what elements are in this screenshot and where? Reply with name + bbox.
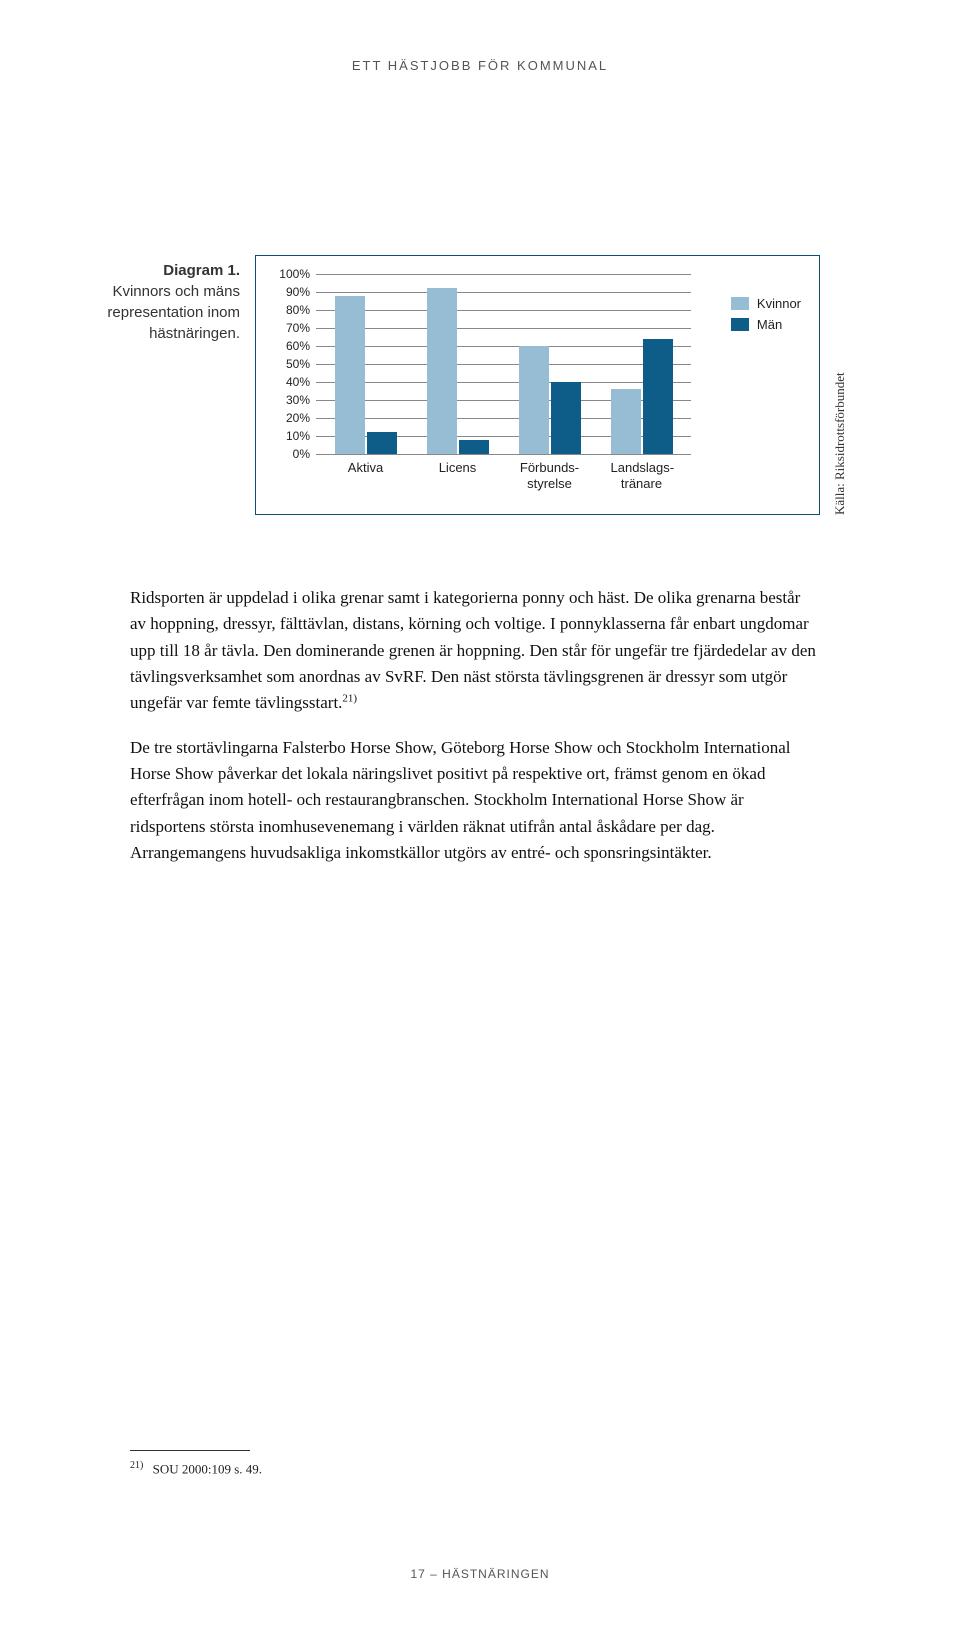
legend-label: Kvinnor <box>757 296 801 311</box>
chart-bar <box>459 440 489 454</box>
chart-y-label: 70% <box>286 321 310 335</box>
chart-y-label: 90% <box>286 285 310 299</box>
footnote-text: SOU 2000:109 s. 49. <box>153 1461 262 1476</box>
chart-y-label: 80% <box>286 303 310 317</box>
chart: 0% 10% 20% 30% 40% 50% 60% 70% 80% 90% 100% Aktiva L… <box>255 255 820 515</box>
chart-category-label: Förbunds- styrelse <box>519 460 581 493</box>
chart-plot-area: 0%10%20%30%40%50%60%70%80%90%100%AktivaL… <box>316 274 691 454</box>
chart-source: Källa: Riksidrottsförbundet <box>832 372 848 515</box>
footer-sep: – <box>426 1567 442 1581</box>
chart-bar <box>519 346 549 454</box>
chart-gridline <box>316 346 691 347</box>
chart-y-label: 40% <box>286 375 310 389</box>
chart-bar <box>427 288 457 454</box>
legend-swatch <box>731 297 749 310</box>
paragraph-2: De tre stortävlingarna Falsterbo Horse S… <box>130 735 820 867</box>
legend-item: Män <box>731 317 801 332</box>
chart-category-label: Aktiva <box>335 460 397 476</box>
chart-gridline <box>316 328 691 329</box>
legend-swatch <box>731 318 749 331</box>
chart-y-label: 100% <box>279 267 310 281</box>
chart-y-label: 20% <box>286 411 310 425</box>
chart-bar <box>335 296 365 454</box>
chart-bar <box>611 389 641 454</box>
footnote: 21) SOU 2000:109 s. 49. <box>130 1460 262 1477</box>
chart-gridline <box>316 310 691 311</box>
chart-gridline <box>316 454 691 455</box>
chart-y-label: 0% <box>293 447 310 461</box>
footnote-rule <box>130 1450 250 1451</box>
chart-gridline <box>316 382 691 383</box>
page-number: 17 <box>410 1567 425 1581</box>
figure-caption: Diagram 1. Kvinnors och mäns representat… <box>40 260 240 344</box>
paragraph-1-text: Ridsporten är uppdelad i olika grenar sa… <box>130 588 816 712</box>
figure-caption-title: Diagram 1. <box>40 260 240 281</box>
chart-y-label: 10% <box>286 429 310 443</box>
figure-caption-text: Kvinnors och mäns representation inom hä… <box>107 283 240 342</box>
chart-gridline <box>316 274 691 275</box>
chart-gridline <box>316 364 691 365</box>
paragraph-1: Ridsporten är uppdelad i olika grenar sa… <box>130 585 820 717</box>
footnote-ref-21: 21) <box>342 693 357 705</box>
chart-y-label: 50% <box>286 357 310 371</box>
body-text: Ridsporten är uppdelad i olika grenar sa… <box>130 585 820 884</box>
page: ETT HÄSTJOBB FÖR KOMMUNAL Diagram 1. Kvi… <box>0 0 960 1626</box>
chart-bar <box>367 432 397 454</box>
section-title: HÄSTNÄRINGEN <box>442 1567 549 1581</box>
chart-legend: Kvinnor Män <box>731 296 801 338</box>
chart-category-label: Licens <box>427 460 489 476</box>
chart-y-label: 30% <box>286 393 310 407</box>
chart-bar <box>643 339 673 454</box>
legend-item: Kvinnor <box>731 296 801 311</box>
chart-category-label: Landslags- tränare <box>611 460 673 493</box>
chart-bar <box>551 382 581 454</box>
page-footer: 17 – HÄSTNÄRINGEN <box>0 1567 960 1581</box>
chart-gridline <box>316 292 691 293</box>
running-head: ETT HÄSTJOBB FÖR KOMMUNAL <box>0 58 960 73</box>
footnote-marker: 21) <box>130 1460 143 1471</box>
legend-label: Män <box>757 317 782 332</box>
chart-y-label: 60% <box>286 339 310 353</box>
